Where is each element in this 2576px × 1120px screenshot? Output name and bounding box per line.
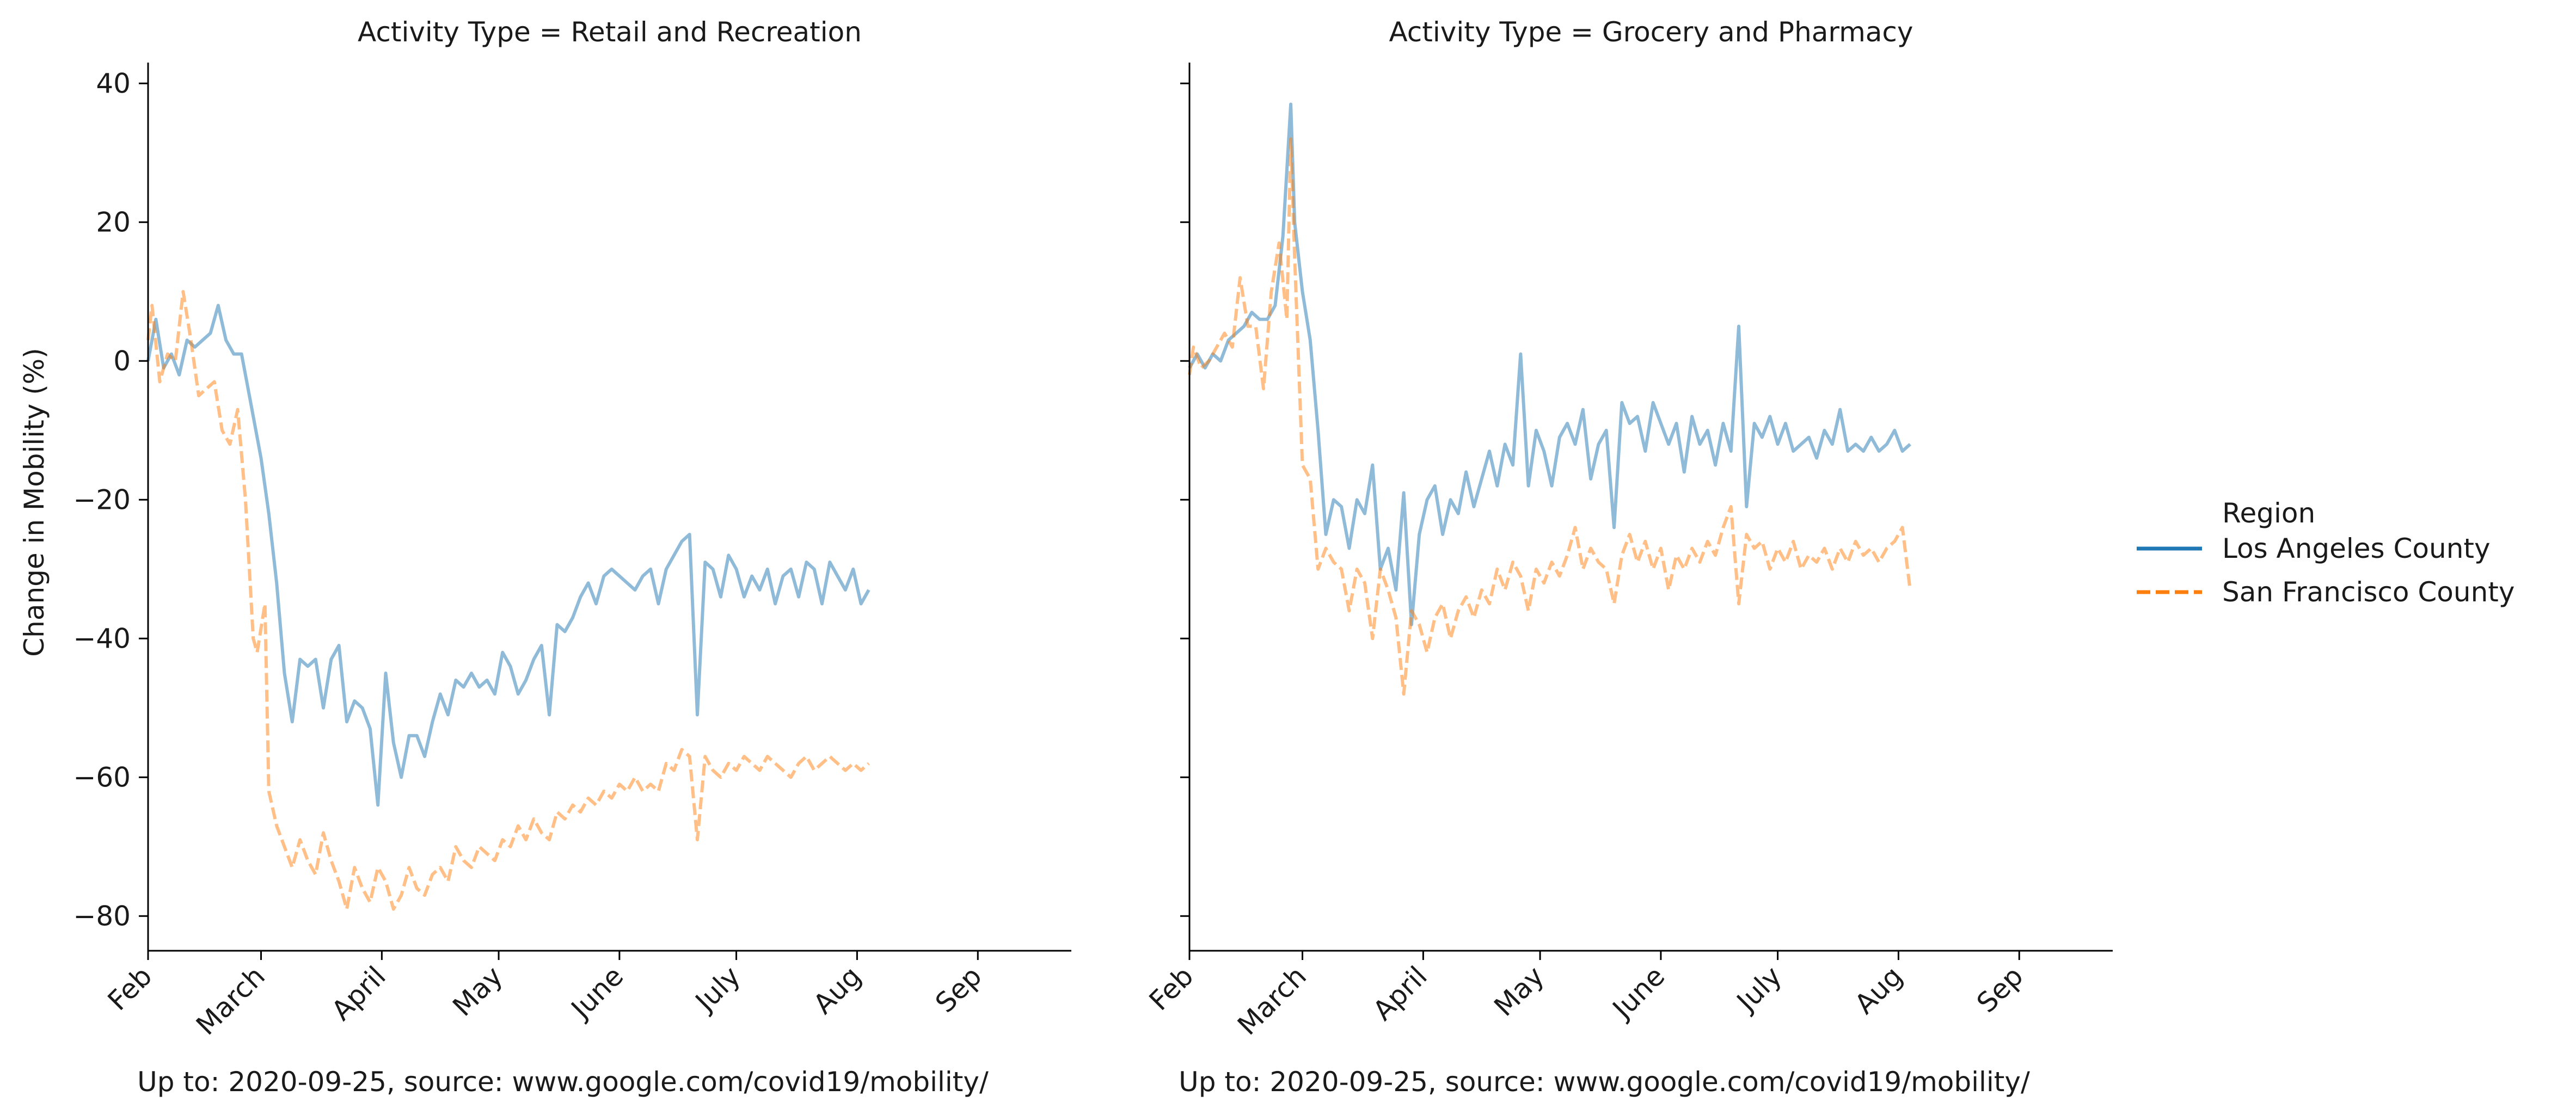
x-tick-label: Aug [1849, 960, 1909, 1020]
y-tick-label: −80 [73, 900, 131, 932]
x-tick-label: Feb [1143, 960, 1200, 1017]
y-tick-label: −60 [73, 761, 131, 793]
x-tick-label: Sep [1971, 960, 2029, 1019]
x-tick-label: June [564, 960, 629, 1025]
legend-entry-label: San Francisco County [2222, 576, 2514, 608]
x-tick-label: April [326, 960, 392, 1026]
series-line-los-angeles-county [1188, 102, 1911, 626]
y-tick-label: 0 [113, 345, 131, 377]
legend: Region Los Angeles County San Francisco Co… [2137, 497, 2514, 608]
y-tick-label: 20 [96, 206, 131, 238]
panel-title: Activity Type = Grocery and Pharmacy [1389, 16, 1913, 48]
panel-retail-recreation: Activity Type = Retail and Recreation 40 2… [73, 16, 1071, 1098]
x-tick-label: May [1488, 960, 1550, 1022]
y-tick-label: −40 [73, 623, 131, 654]
source-caption: Up to: 2020-09-25, source: www.google.co… [1179, 1066, 2030, 1098]
x-tick-label: Feb [102, 960, 158, 1017]
legend-entry-label: Los Angeles County [2222, 533, 2491, 564]
y-tick-label: −20 [73, 484, 131, 515]
series-line-san-francisco-county [146, 290, 870, 911]
x-tick-label: July [1729, 960, 1788, 1018]
x-tick-label: Sep [929, 960, 988, 1019]
legend-title: Region [2222, 497, 2315, 529]
y-tick-label: 40 [96, 67, 131, 99]
series-line-los-angeles-county [146, 304, 870, 807]
source-caption: Up to: 2020-09-25, source: www.google.co… [137, 1066, 989, 1098]
panel-grocery-pharmacy: Activity Type = Grocery and Pharmacy Feb M… [1143, 16, 2113, 1098]
panel-title: Activity Type = Retail and Recreation [358, 16, 862, 48]
x-tick-label: June [1605, 960, 1671, 1025]
x-tick-label: April [1367, 960, 1433, 1026]
x-tick-label: July [688, 960, 746, 1018]
x-tick-label: March [190, 960, 271, 1041]
y-axis-label: Change in Mobility (%) [19, 348, 50, 657]
x-tick-label: May [446, 960, 508, 1022]
x-tick-label: Aug [807, 960, 867, 1020]
series-line-san-francisco-county [1188, 137, 1912, 696]
x-tick-label: March [1231, 960, 1312, 1041]
